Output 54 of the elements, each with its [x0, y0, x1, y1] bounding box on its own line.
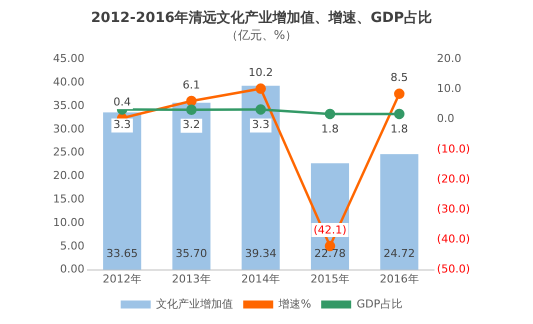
- y-tick-label: 10.00: [52, 216, 84, 229]
- point: [255, 104, 266, 115]
- data-label: (42.1): [313, 223, 347, 236]
- y-tick-label: 35.00: [52, 98, 84, 112]
- data-label: 39.34: [244, 247, 276, 260]
- bar: [242, 86, 280, 270]
- data-label: 22.78: [314, 247, 346, 260]
- data-label: 3.3: [252, 118, 270, 131]
- point: [186, 104, 197, 115]
- data-label: 10.2: [248, 66, 273, 80]
- x-tick-label: 2012年: [102, 272, 142, 286]
- data-label: 8.5: [390, 71, 408, 84]
- x-tick-label: 2014年: [241, 272, 280, 286]
- bar: [380, 154, 418, 270]
- point: [394, 108, 405, 120]
- y-tick-label: 30.00: [52, 122, 84, 136]
- x-tick-label: 2013年: [172, 272, 211, 286]
- bar: [103, 112, 142, 270]
- data-label: 1.8: [321, 122, 339, 136]
- y2-tick-label: (10.0): [436, 142, 470, 156]
- y-tick-label: 25.00: [52, 146, 84, 159]
- point: [324, 108, 336, 120]
- y2-tick-label: (50.0): [436, 262, 470, 276]
- y2-tick-label: 0.0: [436, 112, 454, 126]
- data-label: 24.72: [384, 247, 416, 260]
- data-label: 35.70: [176, 247, 208, 260]
- y-tick-label: 0.00: [60, 262, 84, 276]
- point: [255, 83, 266, 94]
- data-label: 0.4: [113, 96, 131, 109]
- legend-label: 增速%: [278, 297, 312, 310]
- y-tick-label: 40.00: [52, 75, 84, 88]
- y2-tick-label: 10.0: [436, 82, 462, 96]
- y-tick-label: 5.00: [60, 239, 84, 252]
- y2-tick-label: (40.0): [436, 232, 470, 246]
- y-tick-label: 20.00: [52, 169, 84, 182]
- legend-label: 文化产业增加值: [156, 297, 234, 310]
- data-label: 33.65: [106, 247, 138, 260]
- data-label: 1.8: [390, 122, 408, 136]
- data-label: 3.2: [182, 118, 200, 132]
- y2-tick-label: 20.0: [436, 52, 462, 66]
- x-tick-label: 2016年: [380, 272, 419, 286]
- y-tick-label: 45.00: [52, 52, 84, 66]
- y2-tick-label: (30.0): [436, 202, 470, 216]
- chart-subtitle: （亿元、%）: [226, 28, 298, 42]
- point: [394, 88, 405, 100]
- data-label: 3.3: [113, 118, 131, 131]
- bar: [172, 102, 210, 270]
- y-tick-label: 15.00: [52, 192, 84, 206]
- point: [186, 96, 197, 106]
- chart-title: 2012-2016年清远文化产业增加值、增速、GDP占比: [90, 9, 432, 26]
- y2-tick-label: (20.0): [436, 172, 470, 186]
- data-label: 6.1: [182, 78, 200, 92]
- x-tick-label: 2015年: [310, 272, 350, 286]
- legend-label: GDP占比: [356, 297, 402, 310]
